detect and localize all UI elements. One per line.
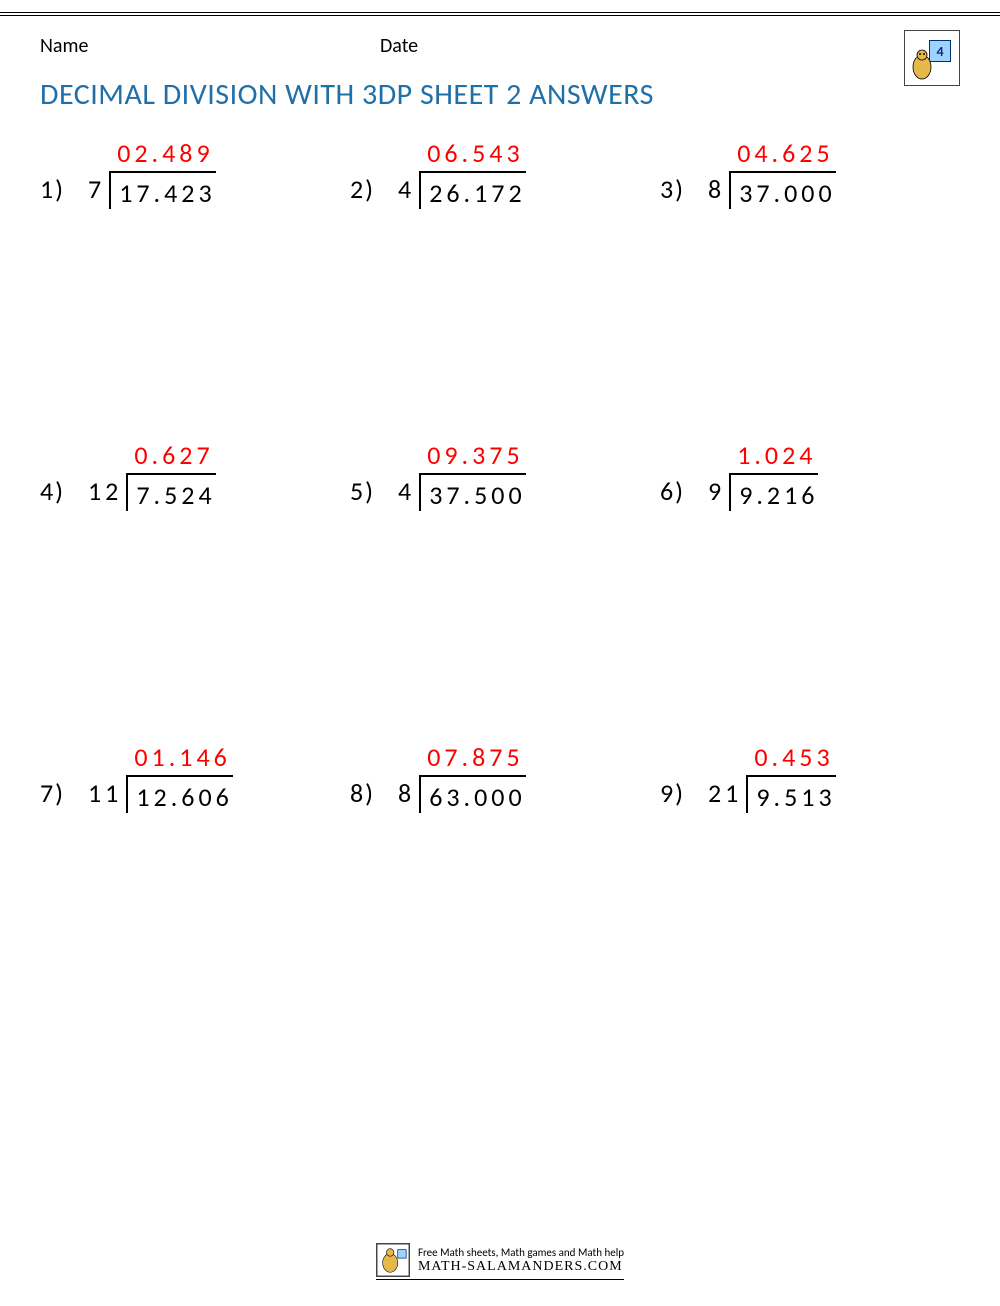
problem-2: 2) 4 06.543 26.172 — [350, 137, 650, 209]
quotient: 06.543 — [419, 137, 525, 173]
division-bracket: 04.625 37.000 — [729, 137, 835, 209]
quotient: 0.627 — [126, 439, 215, 475]
footer: Free Math sheets, Math games and Math he… — [0, 1243, 1000, 1280]
divisor: 4 — [398, 173, 419, 205]
quotient: 09.375 — [419, 439, 525, 475]
problem-number: 9) — [660, 777, 708, 809]
problem-number: 4) — [40, 475, 88, 507]
divisor: 8 — [708, 173, 729, 205]
divisor: 9 — [708, 475, 729, 507]
name-label: Name — [40, 34, 380, 58]
quotient: 02.489 — [109, 137, 215, 173]
dividend: 7.524 — [126, 475, 215, 511]
division-bracket: 0.627 7.524 — [126, 439, 215, 511]
problem-5: 5) 4 09.375 37.500 — [350, 439, 650, 511]
division-bracket: 06.543 26.172 — [419, 137, 525, 209]
footer-tagline: Free Math sheets, Math games and Math he… — [418, 1246, 624, 1259]
logo-badge: 4 — [904, 30, 960, 86]
quotient: 1.024 — [729, 439, 818, 475]
footer-site: MATH-SALAMANDERS.COM — [418, 1259, 624, 1275]
dividend: 37.500 — [419, 475, 525, 511]
divisor: 11 — [88, 777, 126, 809]
problem-1: 1) 7 02.489 17.423 — [40, 137, 340, 209]
quotient: 01.146 — [126, 741, 232, 777]
dividend: 9.216 — [729, 475, 818, 511]
dividend: 26.172 — [419, 173, 525, 209]
problems-grid: 1) 7 02.489 17.423 2) 4 06.543 26.172 3) — [40, 137, 960, 813]
problem-number: 7) — [40, 777, 88, 809]
division-bracket: 02.489 17.423 — [109, 137, 215, 209]
division-bracket: 01.146 12.606 — [126, 741, 232, 813]
problem-number: 3) — [660, 173, 708, 205]
page-title: DECIMAL DIVISION WITH 3DP SHEET 2 ANSWER… — [40, 76, 960, 113]
divisor: 4 — [398, 475, 419, 507]
quotient: 04.625 — [729, 137, 835, 173]
salamander-icon — [909, 47, 935, 81]
problem-4: 4) 12 0.627 7.524 — [40, 439, 340, 511]
footer-logo-icon — [376, 1243, 410, 1277]
dividend: 12.606 — [126, 777, 232, 813]
problem-number: 6) — [660, 475, 708, 507]
problem-3: 3) 8 04.625 37.000 — [660, 137, 960, 209]
divisor: 7 — [88, 173, 109, 205]
division-bracket: 07.875 63.000 — [419, 741, 525, 813]
division-bracket: 0.453 9.513 — [746, 741, 835, 813]
dividend: 63.000 — [419, 777, 525, 813]
date-label: Date — [380, 34, 418, 58]
problem-8: 8) 8 07.875 63.000 — [350, 741, 650, 813]
division-bracket: 1.024 9.216 — [729, 439, 818, 511]
dividend: 9.513 — [746, 777, 835, 813]
problem-7: 7) 11 01.146 12.606 — [40, 741, 340, 813]
problem-number: 8) — [350, 777, 398, 809]
quotient: 07.875 — [419, 741, 525, 777]
divisor: 21 — [708, 777, 746, 809]
problem-6: 6) 9 1.024 9.216 — [660, 439, 960, 511]
problem-number: 2) — [350, 173, 398, 205]
dividend: 17.423 — [109, 173, 215, 209]
quotient: 0.453 — [746, 741, 835, 777]
dividend: 37.000 — [729, 173, 835, 209]
division-bracket: 09.375 37.500 — [419, 439, 525, 511]
header-row: Name Date 4 — [40, 34, 960, 58]
problem-number: 5) — [350, 475, 398, 507]
divisor: 12 — [88, 475, 126, 507]
problem-number: 1) — [40, 173, 88, 205]
problem-9: 9) 21 0.453 9.513 — [660, 741, 960, 813]
divisor: 8 — [398, 777, 419, 809]
